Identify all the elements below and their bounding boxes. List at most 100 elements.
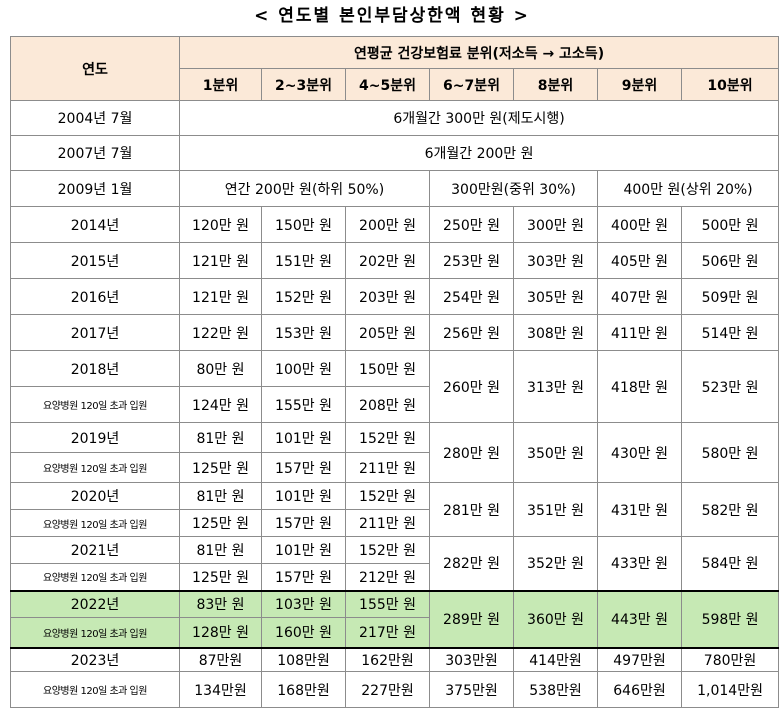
value-cell: 582만 원 [680,482,780,537]
value-cell: 120만 원 [179,206,262,243]
table-row: 2014년 120만 원 150만 원 200만 원 250만 원 300만 원… [10,206,780,243]
value-cell: 108만원 [261,646,346,672]
year-cell: 2009년 1월 [10,170,180,207]
income-decile-group-header: 연평균 건강보험료 분위(저소득 → 고소득) [178,36,780,69]
value-cell: 400만 원(상위 20%) [596,170,780,207]
year-cell: 2004년 7월 [10,100,180,136]
value-cell: 121만 원 [179,278,262,315]
year-cell: 2016년 [10,278,180,315]
value-cell: 281만 원 [429,482,514,537]
table-row-sub: 요양병원 120일 초과 입원 124만 원 155만 원 208만 원 [10,386,779,423]
value-cell: 289만 원 [429,589,514,648]
value-cell: 400만 원 [597,206,682,243]
table-row: 2019년 81만 원 101만 원 152만 원 280만 원 350만 원 … [10,422,780,483]
value-cell: 150만 원 [345,350,430,387]
table-row-sub: 요양병원 120일 초과 입원 125만 원 157만 원 212만 원 [10,563,779,591]
value-cell: 431만 원 [597,482,682,537]
value-cell: 6개월간 200만 원 [178,135,780,171]
copayment-cap-table: 연도 연평균 건강보험료 분위(저소득 → 고소득) 1분위 2~3분위 4~5… [10,36,780,708]
year-cell: 2015년 [10,242,180,279]
table-row: 2007년 7월 6개월간 200만 원 [10,135,780,171]
decile-header: 8분위 [513,68,598,101]
value-cell: 282만 원 [429,536,514,591]
value-cell: 134만원 [179,671,262,708]
value-cell: 443만 원 [597,589,682,648]
year-cell: 2014년 [10,206,180,243]
sub-label-cell: 요양병원 120일 초과 입원 [10,386,180,423]
value-cell: 497만원 [597,646,682,672]
value-cell: 211만 원 [345,452,430,483]
value-cell: 203만 원 [345,278,430,315]
year-cell: 2007년 7월 [10,135,180,171]
table-row-sub-highlighted: 요양병원 120일 초과 입원 128만 원 160만 원 217만 원 [10,617,779,648]
value-cell: 780만원 [680,646,780,672]
table-row-sub: 요양병원 120일 초과 입원 125만 원 157만 원 211만 원 [10,452,779,483]
table-row: 2016년 121만 원 152만 원 203만 원 254만 원 305만 원… [10,278,780,315]
value-cell: 155만 원 [345,589,430,618]
sub-label-cell: 요양병원 120일 초과 입원 [10,671,180,708]
decile-header: 4~5분위 [345,68,430,101]
value-cell: 101만 원 [261,536,346,564]
value-cell: 303만 원 [513,242,598,279]
value-cell: 125만 원 [179,509,262,537]
value-cell: 303만원 [429,646,514,672]
value-cell: 124만 원 [179,386,262,423]
value-cell: 205만 원 [345,314,430,351]
decile-header: 1분위 [179,68,262,101]
value-cell: 162만원 [345,646,430,672]
value-cell: 202만 원 [345,242,430,279]
value-cell: 151만 원 [261,242,346,279]
value-cell: 101만 원 [261,422,346,453]
table-row-sub: 요양병원 120일 초과 입원 125만 원 157만 원 211만 원 [10,509,779,537]
year-cell: 2018년 [10,350,180,387]
year-cell: 2022년 [10,589,180,618]
value-cell: 584만 원 [680,536,780,591]
value-cell: 83만 원 [179,589,262,618]
value-cell: 80만 원 [179,350,262,387]
value-cell: 514만 원 [680,314,780,351]
decile-header: 9분위 [597,68,682,101]
value-cell: 506만 원 [680,242,780,279]
value-cell: 254만 원 [429,278,514,315]
value-cell: 81만 원 [179,482,262,510]
value-cell: 598만 원 [680,589,780,648]
table-row: 2020년 81만 원 101만 원 152만 원 281만 원 351만 원 … [10,482,780,537]
value-cell: 350만 원 [513,422,598,483]
sub-label-cell: 요양병원 120일 초과 입원 [10,452,180,483]
value-cell: 155만 원 [261,386,346,423]
table-row: 2018년 80만 원 100만 원 150만 원 260만 원 313만 원 … [10,350,780,423]
value-cell: 217만 원 [345,617,430,648]
value-cell: 580만 원 [680,422,780,483]
value-cell: 500만 원 [680,206,780,243]
value-cell: 208만 원 [345,386,430,423]
value-cell: 157만 원 [261,509,346,537]
value-cell: 125만 원 [179,452,262,483]
value-cell: 168만원 [261,671,346,708]
value-cell: 153만 원 [261,314,346,351]
value-cell: 405만 원 [597,242,682,279]
table-row: 2017년 122만 원 153만 원 205만 원 256만 원 308만 원… [10,314,780,351]
value-cell: 375만원 [429,671,514,708]
value-cell: 523만 원 [680,350,780,423]
table-row-highlighted: 2022년 83만 원 103만 원 155만 원 289만 원 360만 원 … [10,589,780,648]
value-cell: 414만원 [513,646,598,672]
decile-header: 6~7분위 [429,68,514,101]
value-cell: 646만원 [597,671,682,708]
value-cell: 157만 원 [261,563,346,591]
value-cell: 152만 원 [345,482,430,510]
table-row: 2021년 81만 원 101만 원 152만 원 282만 원 352만 원 … [10,536,780,591]
year-cell: 2020년 [10,482,180,510]
value-cell: 509만 원 [680,278,780,315]
value-cell: 300만 원 [513,206,598,243]
year-cell: 2019년 [10,422,180,453]
value-cell: 103만 원 [261,589,346,618]
decile-header: 2~3분위 [261,68,346,101]
year-column-header: 연도 [10,36,180,101]
year-cell: 2021년 [10,536,180,564]
value-cell: 152만 원 [345,422,430,453]
sub-label-cell: 요양병원 120일 초과 입원 [10,509,180,537]
table-row: 2023년 87만원 108만원 162만원 303만원 414만원 497만원… [10,646,780,672]
value-cell: 152만 원 [345,536,430,564]
page-title: < 연도별 본인부담상한액 현황 > [254,6,530,26]
year-cell: 2017년 [10,314,180,351]
